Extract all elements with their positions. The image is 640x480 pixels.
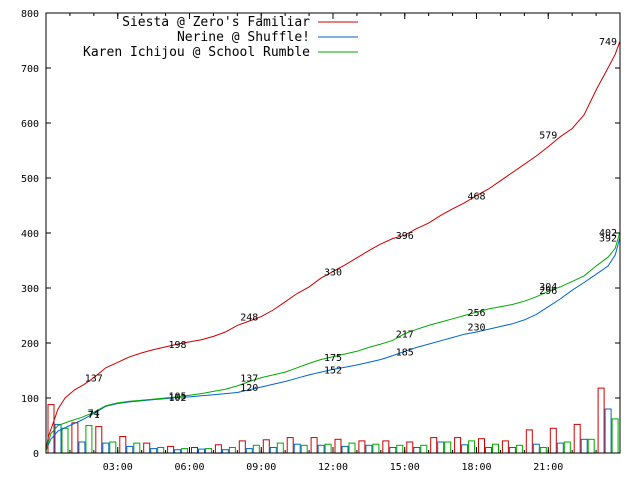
series-line-2: [45, 237, 621, 451]
data-label-23: 392: [599, 233, 617, 244]
data-label-2: 248: [240, 313, 258, 324]
y-tick-label-5: 500: [21, 174, 39, 185]
x-tick-label-1: 06:00: [174, 462, 204, 473]
data-labels: 1371982483303964685797497471105102137120…: [85, 37, 617, 421]
data-label-21: 296: [539, 286, 557, 297]
data-label-8: 74: [88, 408, 100, 419]
series-line-3: [45, 231, 621, 451]
data-label-13: 120: [240, 383, 258, 394]
data-label-7: 749: [599, 37, 617, 48]
x-tick-label-2: 09:00: [246, 462, 276, 473]
series-line-1: [45, 40, 621, 451]
y-tick-label-6: 600: [21, 119, 39, 130]
data-label-12: 137: [240, 374, 258, 385]
data-label-14: 175: [324, 353, 342, 364]
data-label-4: 396: [396, 231, 414, 242]
y-tick-label-4: 400: [21, 229, 39, 240]
y-tick-label-8: 800: [21, 9, 39, 20]
y-tick-label-2: 200: [21, 339, 39, 350]
data-label-6: 579: [539, 131, 557, 142]
data-label-16: 217: [396, 330, 414, 341]
data-label-9: 71: [88, 410, 100, 421]
legend-label-3: Karen Ichijou @ School Rumble: [83, 45, 310, 60]
x-tick-label-0: 03:00: [103, 462, 133, 473]
legend-label-1: Siesta @ Zero's Familiar: [122, 15, 310, 30]
x-tick-label-4: 15:00: [390, 462, 420, 473]
data-label-18: 256: [467, 308, 485, 319]
legend-label-2: Nerine @ Shuffle!: [177, 30, 310, 45]
y-tick-label-1: 100: [21, 394, 39, 405]
data-label-3: 330: [324, 268, 342, 279]
data-label-11: 102: [168, 393, 186, 404]
y-tick-label-0: 0: [33, 449, 39, 460]
data-label-10: 105: [168, 391, 186, 402]
data-label-19: 230: [467, 323, 485, 334]
data-label-0: 137: [85, 374, 103, 385]
x-tick-label-6: 21:00: [533, 462, 563, 473]
x-tick-label-3: 12:00: [318, 462, 348, 473]
data-label-1: 198: [168, 340, 186, 351]
data-label-22: 402: [599, 228, 617, 239]
series-lines: [45, 40, 621, 451]
data-label-20: 304: [539, 282, 557, 293]
y-tick-label-3: 300: [21, 284, 39, 295]
axes: 0 100 200 300 400 500 600 700 800 03:00 06:00 09:00…: [21, 9, 621, 473]
data-label-15: 152: [324, 365, 342, 376]
y-tick-label-7: 700: [21, 64, 39, 75]
data-label-17: 185: [396, 347, 414, 358]
x-tick-label-5: 18:00: [461, 462, 491, 473]
data-label-5: 468: [467, 192, 485, 203]
